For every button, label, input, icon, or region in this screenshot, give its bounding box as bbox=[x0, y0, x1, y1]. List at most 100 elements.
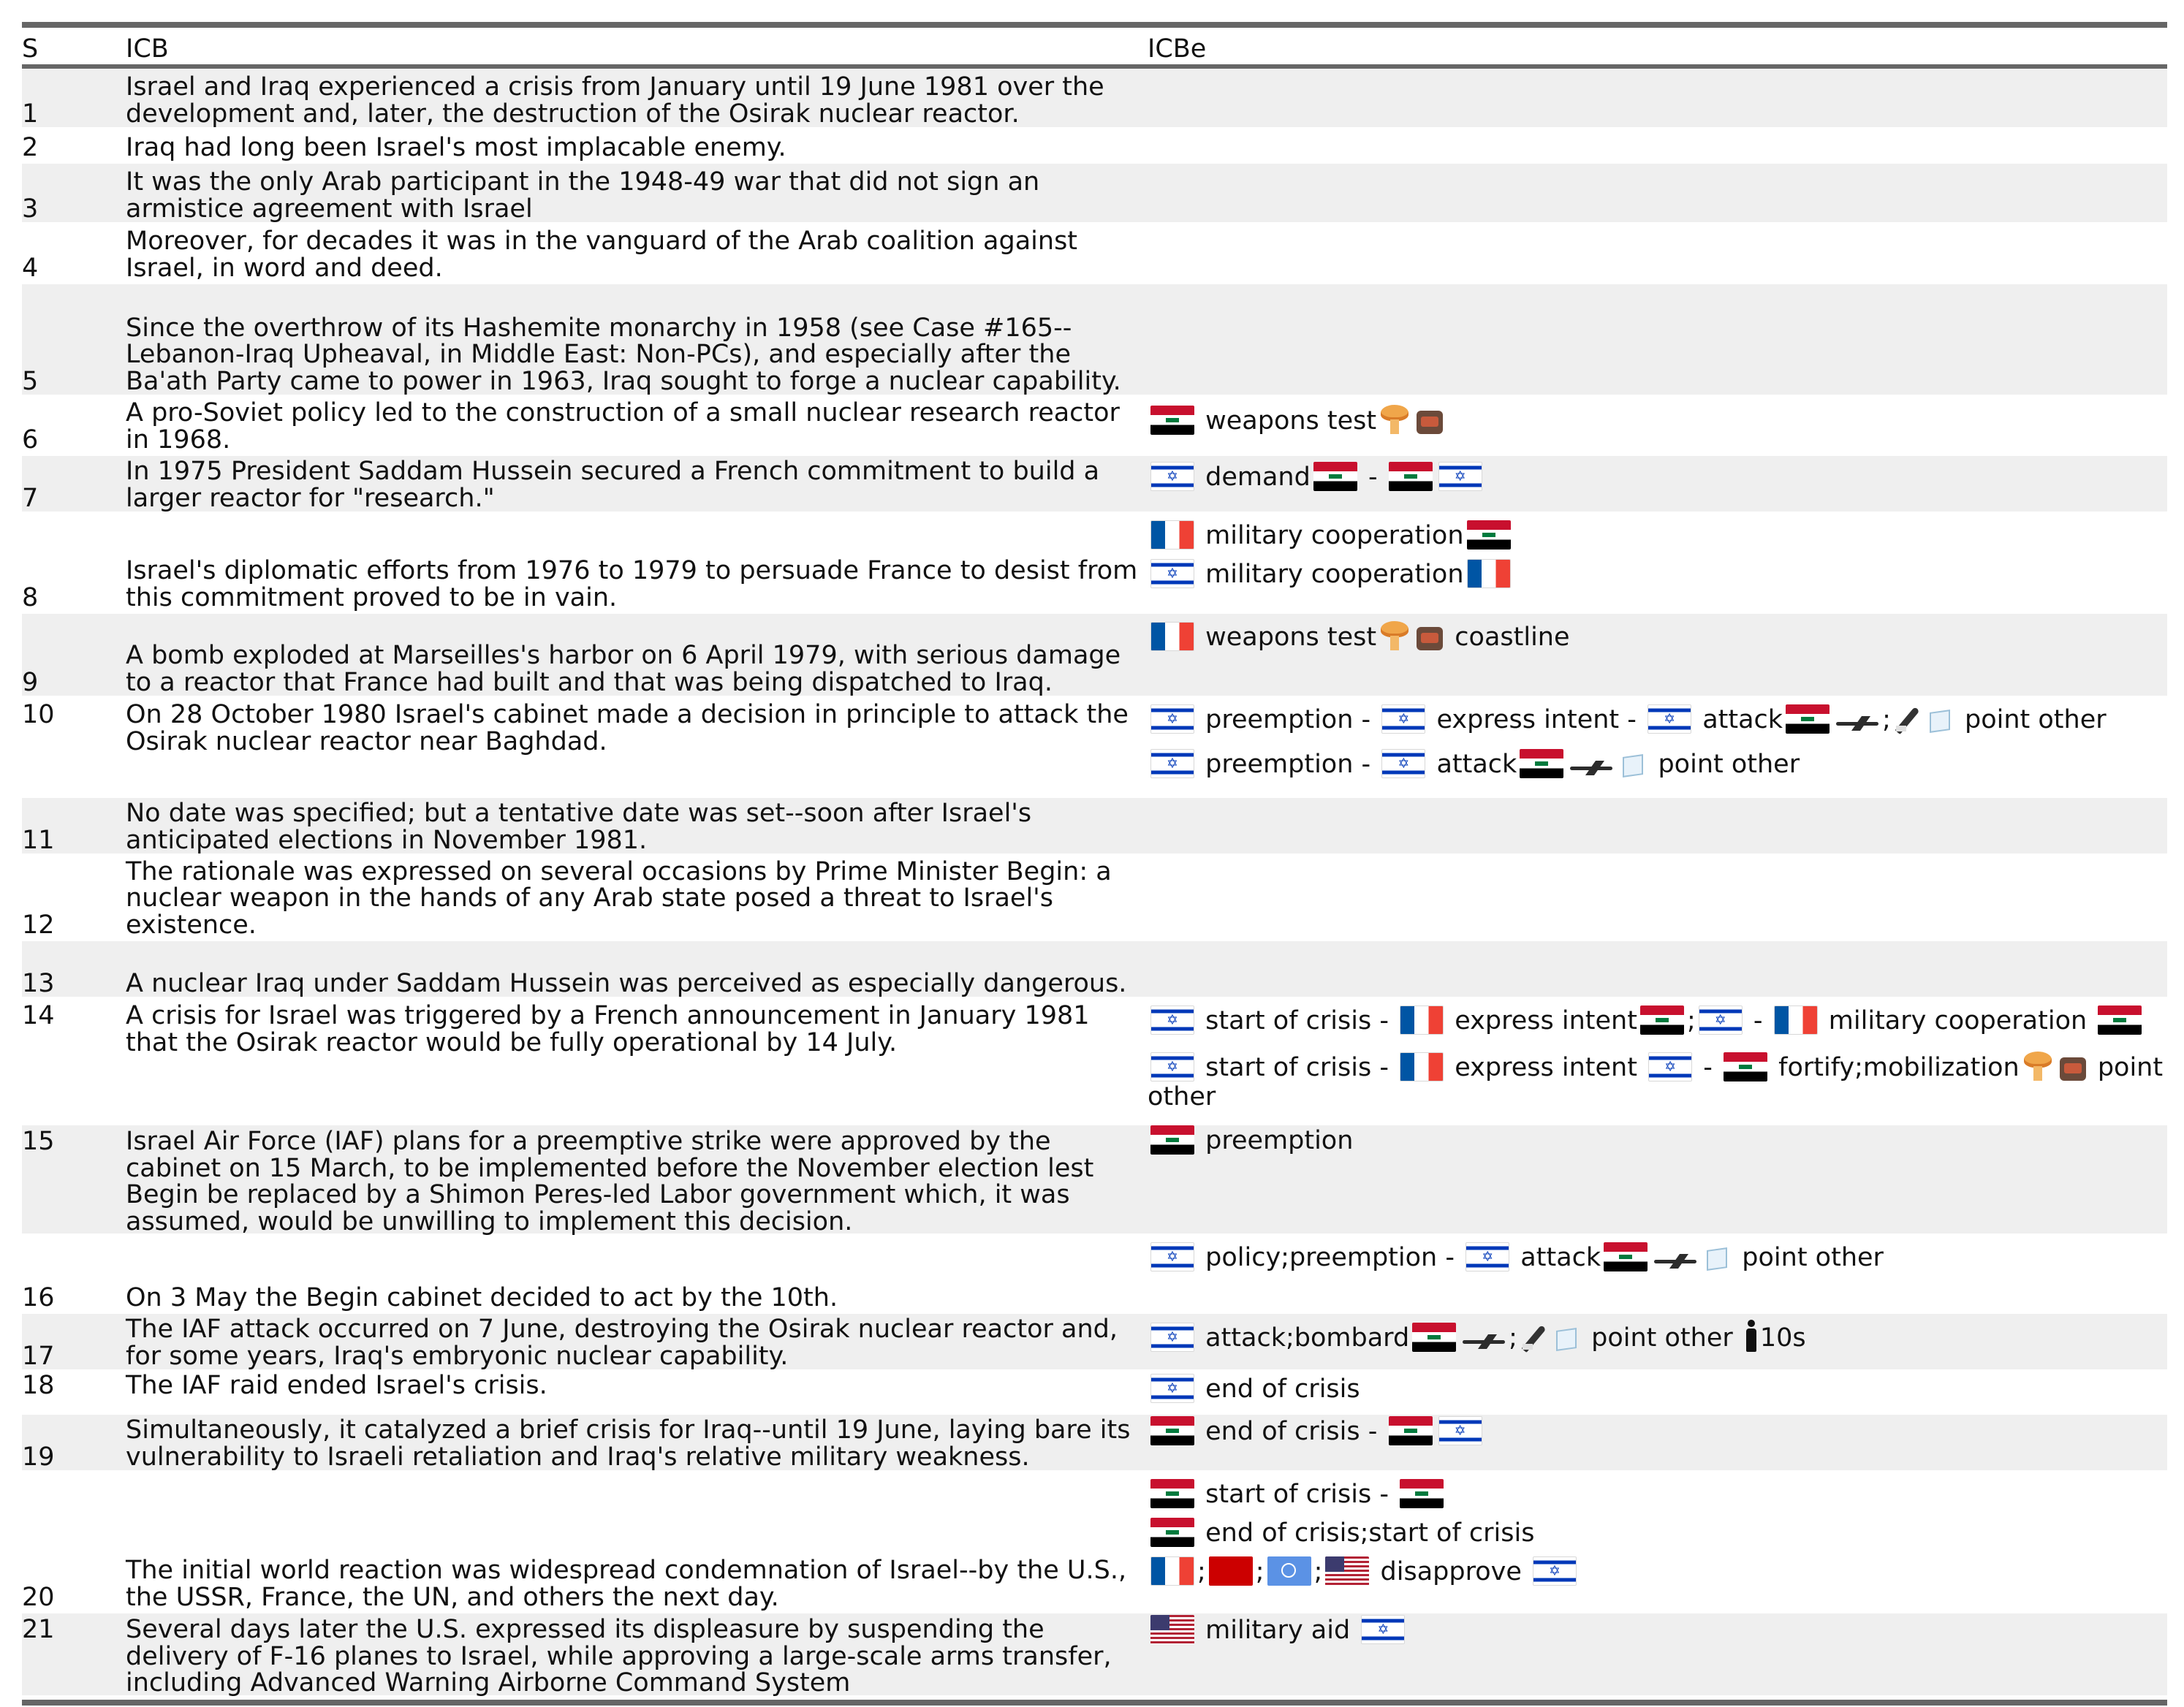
sentence-text: In 1975 President Saddam Hussein secured… bbox=[126, 457, 1100, 513]
flag-israel-icon bbox=[1698, 1005, 1743, 1035]
flag-iraq-icon bbox=[1150, 406, 1194, 435]
sentence-number: 12 bbox=[22, 910, 55, 940]
flag-israel-icon bbox=[1466, 1242, 1510, 1271]
separator: - bbox=[1379, 1480, 1389, 1509]
event-label: start of crisis bbox=[1205, 1006, 1372, 1035]
table-row: 18 The IAF raid ended Israel's crisis. e… bbox=[22, 1372, 2167, 1412]
event-label: coastline bbox=[1455, 623, 1570, 652]
flag-usa-icon bbox=[1150, 1615, 1194, 1644]
box-icon bbox=[1702, 1243, 1732, 1272]
sentence-text: The IAF raid ended Israel's crisis. bbox=[126, 1371, 547, 1400]
flag-france-icon bbox=[1150, 622, 1194, 651]
sentence-text: A nuclear Iraq under Saddam Hussein was … bbox=[126, 968, 1127, 998]
sentence-number: 6 bbox=[22, 425, 39, 455]
flag-france-icon bbox=[1150, 520, 1194, 550]
flag-israel-icon bbox=[1150, 462, 1194, 491]
separator: ; bbox=[1313, 1557, 1323, 1586]
event-label: fortify;mobilization bbox=[1778, 1053, 2020, 1082]
separator: ; bbox=[1686, 1006, 1696, 1035]
separator: - bbox=[1361, 705, 1371, 734]
separator: - bbox=[1379, 1006, 1389, 1035]
event-label: attack;bombard bbox=[1205, 1323, 1410, 1353]
flag-israel-icon bbox=[1438, 462, 1482, 491]
event-label: military cooperation bbox=[1828, 1006, 2088, 1035]
event-label: end of crisis bbox=[1205, 1375, 1360, 1404]
event-line: military aid bbox=[1148, 1613, 2167, 1648]
sentence-number: 2 bbox=[22, 132, 39, 162]
event-label: military aid bbox=[1205, 1616, 1351, 1645]
event-label: attack bbox=[1436, 750, 1517, 779]
airplane-icon bbox=[1835, 712, 1880, 734]
bomb-icon bbox=[2058, 1053, 2088, 1082]
event-label: attack bbox=[1520, 1243, 1601, 1272]
mushroom-cloud-icon bbox=[1379, 620, 1411, 652]
table-header: S ICB ICBe bbox=[22, 28, 2167, 64]
flag-iraq-icon bbox=[1724, 1052, 1767, 1081]
table-row: 6 A pro-Soviet policy led to the constru… bbox=[22, 398, 2167, 453]
event-label: disapprove bbox=[1380, 1557, 1522, 1586]
flag-iraq-icon bbox=[1388, 1416, 1433, 1445]
event-line: preemption - express intent - attack; po… bbox=[1148, 699, 2167, 737]
table-row: 1 Israel and Iraq experienced a crisis f… bbox=[22, 69, 2167, 127]
sentence-text: Moreover, for decades it was in the vang… bbox=[126, 227, 1078, 283]
bomb-icon bbox=[1415, 623, 1444, 652]
flag-iraq-icon bbox=[1604, 1242, 1648, 1271]
box-icon bbox=[1552, 1323, 1581, 1353]
event-line: end of crisis - bbox=[1148, 1415, 2167, 1449]
table-row: 14 A crisis for Israel was triggered by … bbox=[22, 1000, 2167, 1122]
event-label: preemption bbox=[1205, 750, 1354, 779]
icbe-cell: preemption - express intent - attack; po… bbox=[1148, 699, 2167, 782]
sentence-number: 17 bbox=[22, 1341, 55, 1371]
sentence-number: 5 bbox=[22, 366, 39, 396]
icbe-cell: military cooperation military cooperatio… bbox=[1148, 514, 2167, 592]
event-line: preemption bbox=[1148, 1125, 2167, 1158]
sentence-number: 8 bbox=[22, 582, 39, 612]
separator: - bbox=[1703, 1053, 1713, 1082]
event-label: start of crisis bbox=[1205, 1480, 1372, 1509]
event-line: weapons test coastline bbox=[1148, 614, 2167, 655]
event-line: attack;bombard; point other 10s bbox=[1148, 1314, 2167, 1356]
sentence-number: 3 bbox=[22, 194, 39, 224]
event-line: demand - bbox=[1148, 456, 2167, 495]
event-label: point other bbox=[1965, 705, 2107, 734]
sentence-number: 10 bbox=[22, 700, 55, 729]
event-label: policy;preemption bbox=[1205, 1243, 1438, 1272]
table-row: 2 Iraq had long been Israel's most impla… bbox=[22, 130, 2167, 161]
sentence-text: A pro-Soviet policy led to the construct… bbox=[126, 398, 1120, 455]
sentence-text: A bomb exploded at Marseilles's harbor o… bbox=[126, 641, 1121, 697]
flag-iraq-icon bbox=[1150, 1518, 1194, 1547]
airplane-icon bbox=[1569, 757, 1614, 779]
icbe-cell: start of crisis - express intent; - mili… bbox=[1148, 1000, 2167, 1114]
flag-israel-icon bbox=[1150, 704, 1194, 734]
airplane-icon bbox=[1653, 1250, 1698, 1272]
flag-france-icon bbox=[1466, 559, 1511, 588]
event-label: point other bbox=[1742, 1243, 1884, 1272]
person-icon bbox=[1743, 1320, 1758, 1353]
icbe-cell: demand - bbox=[1148, 456, 2167, 495]
sentence-text: No date was specified; but a tentative d… bbox=[126, 799, 1032, 855]
sentence-text: Simultaneously, it catalyzed a brief cri… bbox=[126, 1415, 1131, 1472]
event-label: express intent bbox=[1455, 1053, 1637, 1082]
flag-israel-icon bbox=[1150, 1242, 1194, 1271]
event-table: S ICB ICBe 1 Israel and Iraq experienced… bbox=[22, 22, 2167, 1706]
flag-iraq-icon bbox=[1313, 462, 1357, 491]
event-label: express intent bbox=[1436, 705, 1620, 734]
table-row: 20 The initial world reaction was widesp… bbox=[22, 1473, 2167, 1611]
flag-france-icon bbox=[1773, 1005, 1818, 1035]
event-line: military cooperation bbox=[1148, 514, 2167, 553]
flag-iraq-icon bbox=[1150, 1125, 1194, 1155]
table-row: 19 Simultaneously, it catalyzed a brief … bbox=[22, 1415, 2167, 1470]
flag-israel-icon bbox=[1150, 559, 1194, 588]
flag-usa-icon bbox=[1325, 1556, 1370, 1586]
separator: - bbox=[1368, 1417, 1378, 1446]
flag-israel-icon bbox=[1381, 704, 1426, 734]
flag-israel-icon bbox=[1438, 1416, 1482, 1445]
event-label: express intent bbox=[1455, 1006, 1637, 1035]
flag-israel-icon bbox=[1648, 704, 1692, 734]
icbe-cell: policy;preemption - attack point other bbox=[1148, 1236, 2167, 1275]
separator: - bbox=[1379, 1053, 1389, 1082]
event-label: start of crisis bbox=[1205, 1053, 1372, 1082]
event-label: point other bbox=[1591, 1323, 1733, 1353]
box-icon bbox=[1925, 705, 1954, 734]
flag-iraq-icon bbox=[1786, 704, 1830, 734]
